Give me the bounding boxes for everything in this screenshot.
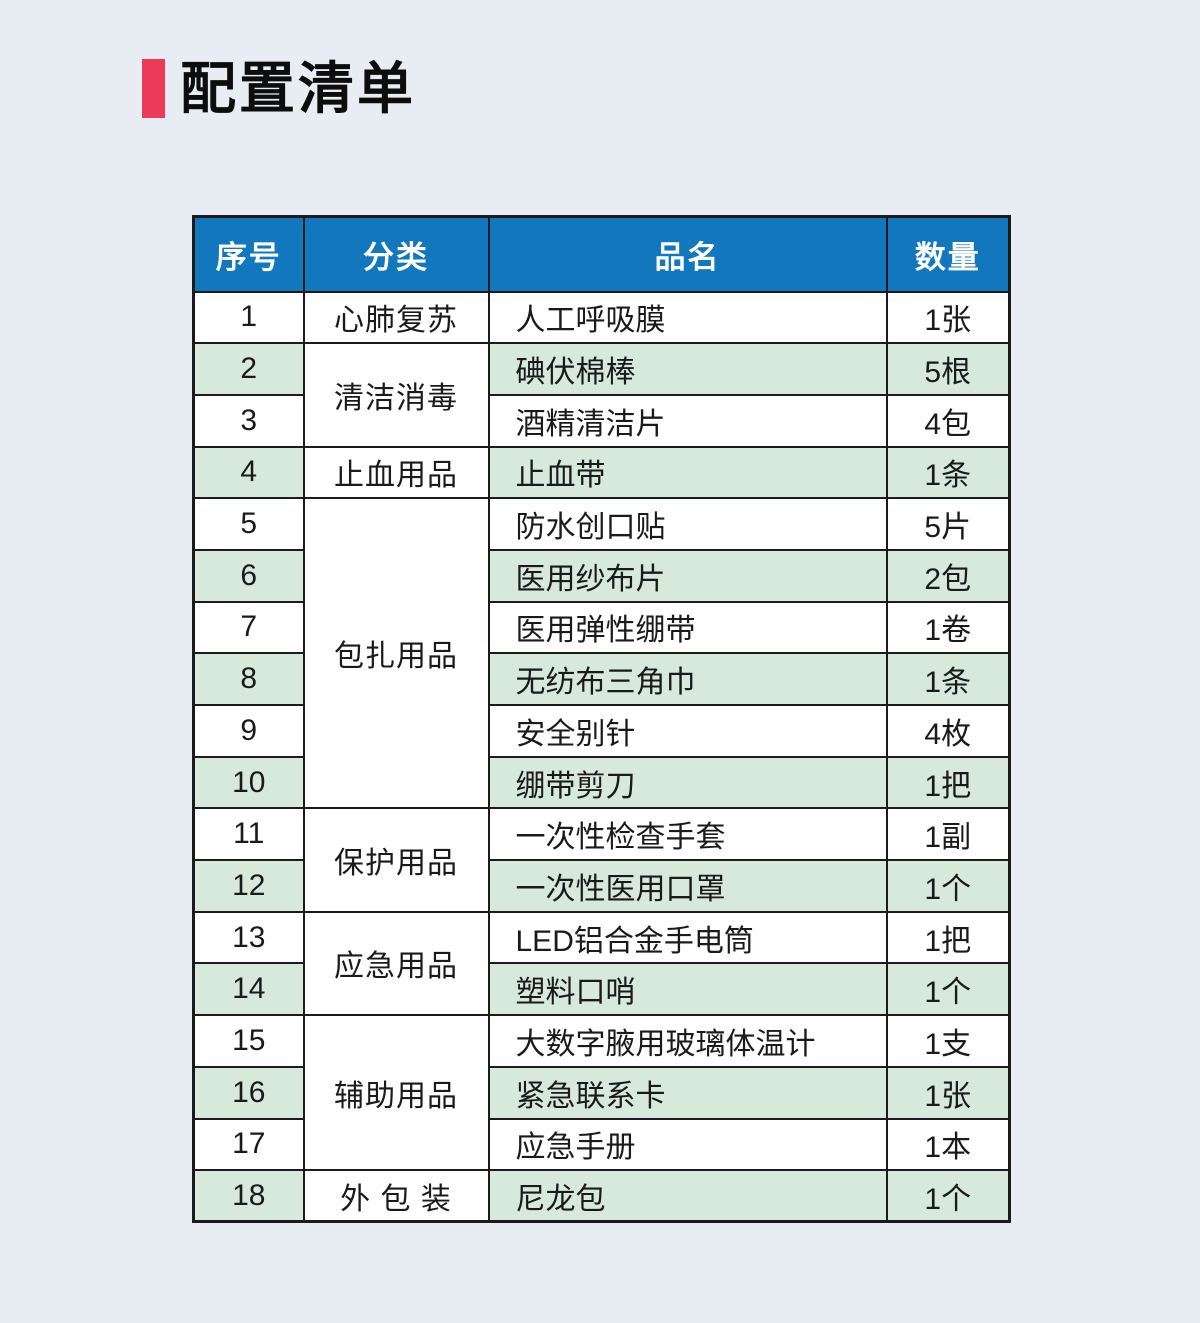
cell-item-name: 一次性检查手套 — [487, 807, 888, 862]
table-row: 17 应急手册 1本 — [192, 1117, 1011, 1172]
cell-quantity: 1把 — [885, 755, 1011, 810]
cell-quantity: 1支 — [885, 1014, 1011, 1068]
title-accent-bar — [142, 59, 165, 119]
cell-quantity: 1张 — [885, 290, 1011, 345]
table-row: 12 一次性医用口罩 1个 — [192, 859, 1011, 913]
cell-item-name: 防水创口贴 — [487, 497, 888, 551]
cell-quantity: 1条 — [885, 652, 1011, 706]
cell-quantity: 1卷 — [885, 600, 1011, 655]
table-row: 4 止血用品 止血带 1条 — [192, 445, 1011, 500]
table-row: 14 塑料口哨 1个 — [192, 962, 1011, 1017]
cell-item-name: 酒精清洁片 — [487, 393, 888, 448]
cell-category: 辅助用品 — [302, 1014, 490, 1172]
cell-item-name: 一次性医用口罩 — [487, 859, 888, 913]
cell-serial: 5 — [192, 497, 305, 551]
cell-item-name: 尼龙包 — [487, 1169, 888, 1223]
table-row: 5 包扎用品 防水创口贴 5片 — [192, 497, 1011, 810]
column-header-name: 品名 — [487, 215, 888, 293]
table-row: 11 保护用品 一次性检查手套 1副 — [192, 807, 1011, 913]
cell-category: 外 包 装 — [302, 1169, 490, 1223]
cell-item-name: 大数字腋用玻璃体温计 — [487, 1014, 888, 1068]
cell-category: 保护用品 — [302, 807, 490, 913]
cell-quantity: 1个 — [885, 962, 1011, 1017]
table-row: 6 医用纱布片 2包 — [192, 548, 1011, 603]
cell-serial: 17 — [192, 1117, 305, 1172]
cell-quantity: 5片 — [885, 497, 1011, 551]
cell-item-name: 医用纱布片 — [487, 548, 888, 603]
table-header-row: 序号 分类 品名 数量 — [192, 215, 1011, 293]
cell-item-name: 应急手册 — [487, 1117, 888, 1172]
cell-quantity: 1本 — [885, 1117, 1011, 1172]
table-row: 18 外 包 装 尼龙包 1个 — [192, 1169, 1011, 1223]
table-row: 1 心肺复苏 人工呼吸膜 1张 — [192, 290, 1011, 345]
cell-serial: 2 — [192, 342, 305, 396]
cell-item-name: 碘伏棉棒 — [487, 342, 888, 396]
cell-item-name: 无纺布三角巾 — [487, 652, 888, 706]
cell-item-name: 人工呼吸膜 — [487, 290, 888, 345]
cell-category: 止血用品 — [302, 445, 490, 500]
cell-quantity: 4包 — [885, 393, 1011, 448]
table-row: 3 酒精清洁片 4包 — [192, 393, 1011, 448]
cell-serial: 14 — [192, 962, 305, 1017]
cell-serial: 7 — [192, 600, 305, 655]
page-title: 配置清单 — [180, 57, 416, 120]
cell-serial: 9 — [192, 704, 305, 758]
cell-serial: 16 — [192, 1065, 305, 1120]
cell-serial: 8 — [192, 652, 305, 706]
cell-quantity: 1条 — [885, 445, 1011, 500]
table-row: 13 应急用品 LED铝合金手电筒 1把 — [192, 910, 1011, 1017]
cell-serial: 4 — [192, 445, 305, 500]
table-row: 7 医用弹性绷带 1卷 — [192, 600, 1011, 655]
cell-category: 心肺复苏 — [302, 290, 490, 345]
table-row: 10 绷带剪刀 1把 — [192, 755, 1011, 810]
cell-category: 包扎用品 — [302, 497, 490, 810]
cell-category: 清洁消毒 — [302, 342, 490, 448]
cell-quantity: 1个 — [885, 859, 1011, 913]
table-row: 2 清洁消毒 碘伏棉棒 5根 — [192, 342, 1011, 448]
table-row: 8 无纺布三角巾 1条 — [192, 652, 1011, 706]
cell-serial: 1 — [192, 290, 305, 345]
cell-serial: 18 — [192, 1169, 305, 1223]
cell-quantity: 5根 — [885, 342, 1011, 396]
cell-item-name: 止血带 — [487, 445, 888, 500]
cell-quantity: 4枚 — [885, 704, 1011, 758]
cell-quantity: 1个 — [885, 1169, 1011, 1223]
cell-serial: 6 — [192, 548, 305, 603]
config-list-table: 序号 分类 品名 数量 1 心肺复苏 人工呼吸膜 1张 2 清洁消毒 碘伏棉棒 … — [192, 215, 1011, 1224]
cell-quantity: 2包 — [885, 548, 1011, 603]
cell-serial: 13 — [192, 910, 305, 965]
table-row: 9 安全别针 4枚 — [192, 704, 1011, 758]
cell-serial: 10 — [192, 755, 305, 810]
cell-item-name: 安全别针 — [487, 704, 888, 758]
cell-serial: 3 — [192, 393, 305, 448]
cell-quantity: 1把 — [885, 910, 1011, 965]
cell-item-name: 紧急联系卡 — [487, 1065, 888, 1120]
table-row: 15 辅助用品 大数字腋用玻璃体温计 1支 — [192, 1014, 1011, 1172]
cell-item-name: 医用弹性绷带 — [487, 600, 888, 655]
table-row: 16 紧急联系卡 1张 — [192, 1065, 1011, 1120]
cell-item-name: 绷带剪刀 — [487, 755, 888, 810]
cell-quantity: 1张 — [885, 1065, 1011, 1120]
column-header-category: 分类 — [302, 215, 490, 293]
cell-category: 应急用品 — [302, 910, 490, 1017]
cell-item-name: 塑料口哨 — [487, 962, 888, 1017]
cell-serial: 12 — [192, 859, 305, 913]
column-header-index: 序号 — [192, 215, 305, 293]
cell-serial: 11 — [192, 807, 305, 862]
cell-item-name: LED铝合金手电筒 — [487, 910, 888, 965]
cell-serial: 15 — [192, 1014, 305, 1068]
column-header-quantity: 数量 — [885, 215, 1011, 293]
cell-quantity: 1副 — [885, 807, 1011, 862]
page-header: 配置清单 — [142, 58, 416, 120]
